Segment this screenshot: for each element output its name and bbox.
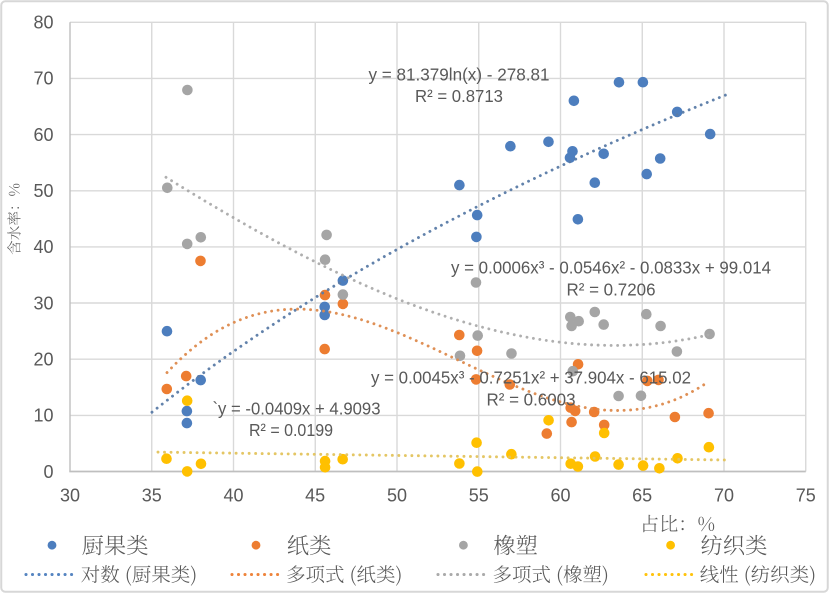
svg-text:30: 30	[33, 293, 53, 313]
svg-text:R² = 0.0199: R² = 0.0199	[249, 420, 333, 440]
svg-text:60: 60	[550, 486, 570, 506]
svg-text:75: 75	[796, 486, 816, 506]
svg-text:40: 40	[33, 237, 53, 257]
svg-text:50: 50	[387, 486, 407, 506]
svg-text:65: 65	[632, 486, 652, 506]
svg-text:`y = -0.0409x + 4.9093: `y = -0.0409x + 4.9093	[213, 398, 381, 418]
svg-text:R² = 0.7206: R² = 0.7206	[567, 279, 656, 299]
svg-text:55: 55	[469, 486, 489, 506]
svg-text:R² = 0.6003: R² = 0.6003	[487, 389, 576, 409]
svg-text:y = 0.0045x³ - 0.7251x² + 37.9: y = 0.0045x³ - 0.7251x² + 37.904x - 615.…	[371, 367, 691, 387]
svg-text:80: 80	[33, 13, 53, 33]
svg-text:50: 50	[33, 181, 53, 201]
svg-text:10: 10	[33, 406, 53, 426]
svg-text:R² = 0.8713: R² = 0.8713	[415, 86, 503, 106]
svg-text:40: 40	[223, 486, 243, 506]
svg-text:35: 35	[142, 486, 162, 506]
svg-text:y = 81.379ln(x) - 278.81: y = 81.379ln(x) - 278.81	[369, 65, 550, 85]
svg-text:70: 70	[33, 69, 53, 89]
svg-text:60: 60	[33, 125, 53, 145]
svg-text:20: 20	[33, 350, 53, 370]
svg-text:70: 70	[714, 486, 734, 506]
svg-text:30: 30	[60, 486, 80, 506]
svg-text:y = 0.0006x³ - 0.0546x² - 0.08: y = 0.0006x³ - 0.0546x² - 0.0833x + 99.0…	[451, 258, 771, 278]
svg-text:0: 0	[43, 462, 53, 482]
svg-text:45: 45	[305, 486, 325, 506]
